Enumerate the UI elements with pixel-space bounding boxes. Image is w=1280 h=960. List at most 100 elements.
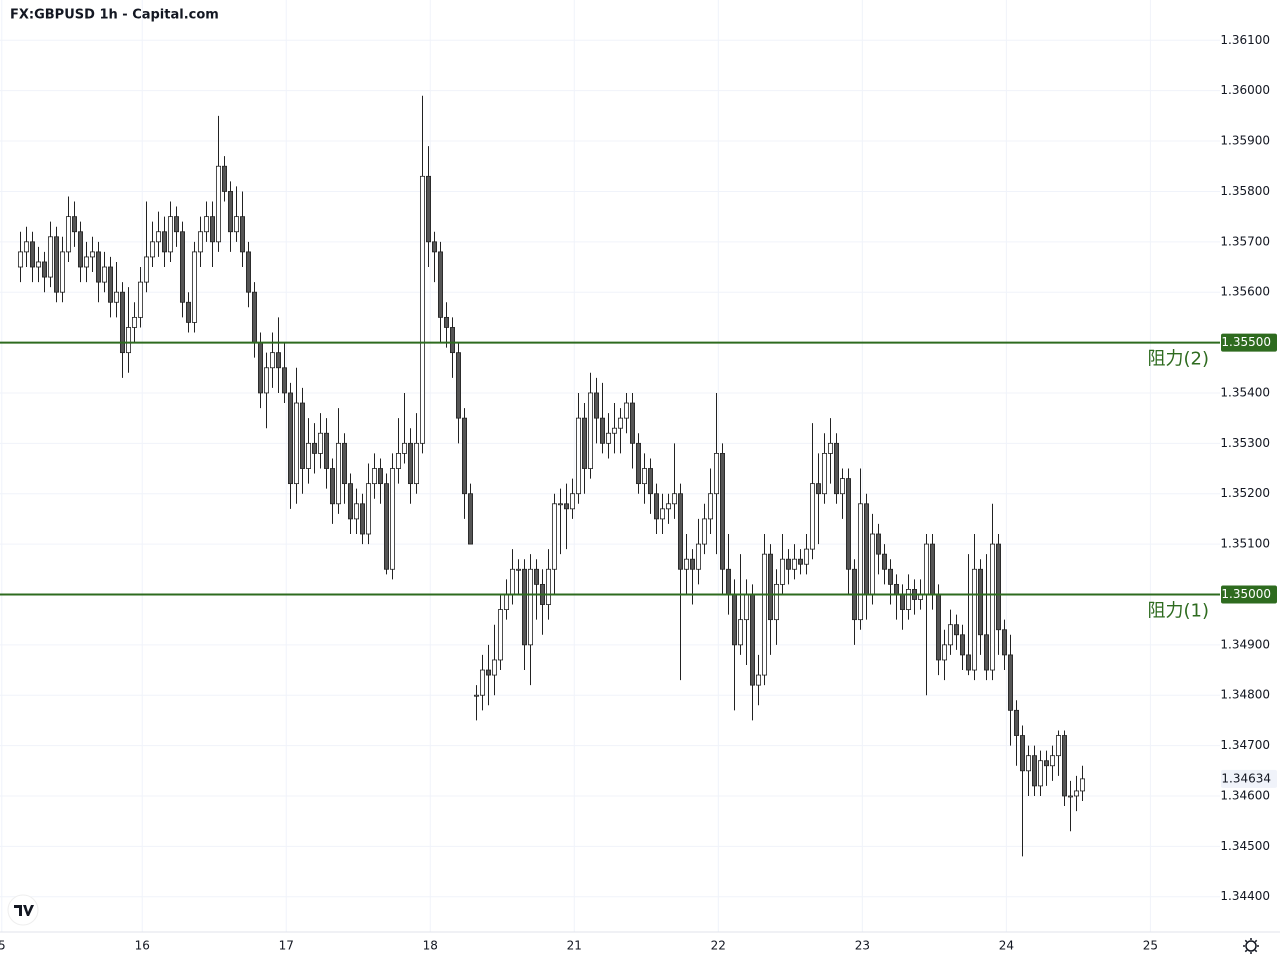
candle-body bbox=[1067, 795, 1074, 798]
price-badge-label: 1.35000 bbox=[1221, 587, 1271, 601]
candle-body bbox=[251, 291, 258, 343]
candle-body bbox=[47, 236, 54, 278]
candle-body bbox=[1079, 778, 1086, 792]
candle-body bbox=[239, 216, 246, 253]
candle-body bbox=[233, 216, 240, 233]
y-tick-label: 1.35400 bbox=[1220, 385, 1270, 399]
candle-body bbox=[635, 442, 642, 485]
candle-body bbox=[17, 251, 24, 268]
candle-body bbox=[875, 533, 882, 555]
candle-body bbox=[443, 316, 450, 328]
candle-body bbox=[341, 442, 348, 485]
candle-body bbox=[749, 594, 756, 686]
y-tick-label: 1.35700 bbox=[1220, 234, 1270, 248]
candle-body bbox=[887, 568, 894, 585]
candle-body bbox=[167, 216, 174, 253]
candle-body bbox=[989, 543, 996, 671]
candle-body bbox=[83, 256, 90, 268]
y-tick-label: 1.34400 bbox=[1220, 889, 1270, 903]
candle-body bbox=[119, 291, 126, 354]
candle-body bbox=[467, 493, 474, 545]
y-tick-label: 1.35600 bbox=[1220, 285, 1270, 299]
candle-body bbox=[161, 231, 168, 253]
candle-body bbox=[317, 432, 324, 454]
candle-body bbox=[869, 533, 876, 595]
candle-body bbox=[335, 442, 342, 505]
x-tick-label: 23 bbox=[855, 939, 870, 953]
candle-body bbox=[59, 251, 66, 293]
candle-body bbox=[1007, 654, 1014, 711]
candle-body bbox=[269, 352, 276, 369]
candle-body bbox=[623, 402, 630, 419]
resistance-label: 阻力(2) bbox=[1148, 349, 1210, 370]
candle-body bbox=[197, 231, 204, 253]
candle-body bbox=[437, 251, 444, 318]
last-price-badge bbox=[1221, 769, 1277, 788]
candle-body bbox=[203, 216, 210, 233]
candle-body bbox=[299, 402, 306, 469]
x-tick-label: 24 bbox=[999, 939, 1014, 953]
candle-body bbox=[659, 508, 666, 520]
candle-body bbox=[959, 634, 966, 656]
candle-body bbox=[359, 503, 366, 535]
candle-body bbox=[461, 417, 468, 495]
candle-body bbox=[1073, 790, 1080, 797]
candle-body bbox=[941, 644, 948, 661]
chart-title: FX:GBPUSD 1h - Capital.com bbox=[10, 8, 219, 23]
candle-body bbox=[755, 674, 762, 686]
candle-body bbox=[503, 594, 510, 610]
candle-body bbox=[287, 392, 294, 485]
candle-body bbox=[215, 165, 222, 243]
candle-body bbox=[395, 453, 402, 469]
candle-body bbox=[263, 367, 270, 394]
x-tick-label: 21 bbox=[567, 939, 582, 953]
y-tick-label: 1.34900 bbox=[1220, 637, 1270, 651]
candle-body bbox=[113, 291, 120, 303]
candle-body bbox=[533, 568, 540, 585]
candle-body bbox=[815, 483, 822, 495]
candle-body bbox=[191, 251, 198, 323]
candle-body bbox=[527, 568, 534, 646]
resistance-label: 阻力(1) bbox=[1148, 600, 1210, 621]
candle-body bbox=[515, 568, 522, 571]
x-tick-label: 5 bbox=[0, 939, 6, 953]
candle-body bbox=[575, 417, 582, 495]
candle-body bbox=[497, 609, 504, 661]
x-tick-label: 18 bbox=[423, 939, 438, 953]
candle-body bbox=[767, 553, 774, 621]
candle-body bbox=[77, 231, 84, 268]
candle-body bbox=[743, 594, 750, 621]
candle-body bbox=[227, 191, 234, 233]
candle-body bbox=[377, 468, 384, 485]
settings-icon[interactable] bbox=[1243, 938, 1259, 954]
candle-body bbox=[1037, 760, 1044, 787]
candle-body bbox=[491, 659, 498, 676]
candle-body bbox=[41, 261, 48, 278]
candle-body bbox=[557, 503, 564, 506]
candle-body bbox=[587, 392, 594, 469]
candle-body bbox=[977, 568, 984, 636]
candle-body bbox=[149, 241, 156, 258]
y-tick-label: 1.35300 bbox=[1220, 436, 1270, 450]
candle-body bbox=[737, 619, 744, 646]
candle-body bbox=[971, 568, 978, 671]
candle-body bbox=[353, 503, 360, 520]
candle-body bbox=[545, 568, 552, 605]
candle-body bbox=[881, 553, 888, 570]
candle-body bbox=[95, 251, 102, 283]
candle-body bbox=[905, 589, 912, 610]
candle-body bbox=[305, 442, 312, 469]
candle-body bbox=[965, 654, 972, 671]
candle-body bbox=[431, 241, 438, 253]
candle-body bbox=[383, 483, 390, 570]
candle-body bbox=[407, 442, 414, 485]
grid bbox=[0, 0, 1220, 932]
candle-body bbox=[1013, 709, 1020, 736]
candle-body bbox=[893, 583, 900, 595]
candle-body bbox=[665, 503, 672, 510]
candle-body bbox=[791, 558, 798, 570]
y-tick-label: 1.34800 bbox=[1220, 688, 1270, 702]
candle-body bbox=[137, 281, 144, 318]
tv-logo bbox=[7, 894, 39, 926]
candle-body bbox=[953, 624, 960, 636]
